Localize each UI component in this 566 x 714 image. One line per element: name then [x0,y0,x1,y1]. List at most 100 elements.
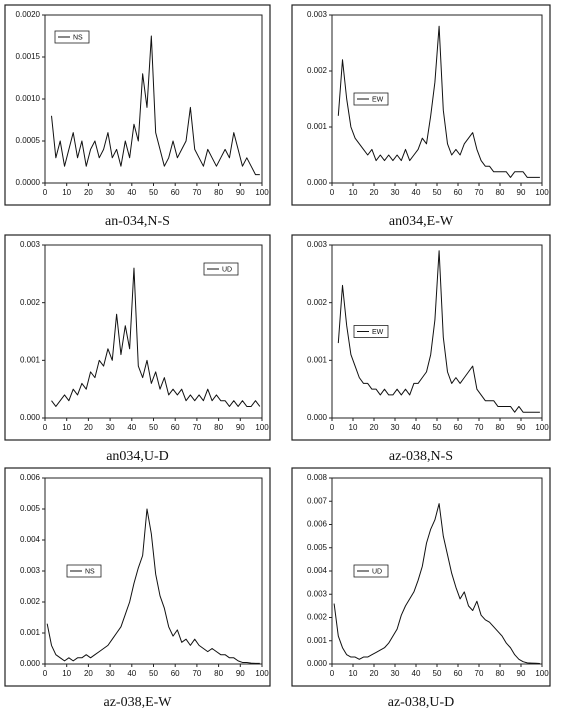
legend-label: UD [222,266,232,273]
y-tick-label: 0.002 [20,298,41,307]
chart-caption: an034,E-W [389,214,454,229]
y-tick-label: 0.005 [20,504,41,513]
x-tick-label: 30 [391,188,400,197]
x-tick-label: 70 [192,423,201,432]
x-tick-label: 30 [391,669,400,678]
x-tick-label: 90 [517,669,526,678]
y-tick-label: 0.0005 [16,136,41,145]
panel-frame [291,234,551,441]
x-tick-label: 20 [84,188,93,197]
panel-frame [291,467,551,687]
x-tick-label: 10 [349,669,358,678]
x-tick-label: 0 [330,669,335,678]
y-tick-label: 0.001 [20,628,41,637]
legend-box [353,564,389,578]
x-tick-label: 20 [370,188,379,197]
y-tick-label: 0.001 [307,122,328,131]
x-tick-label: 50 [149,188,158,197]
y-tick-label: 0.003 [307,589,328,598]
x-tick-label: 10 [62,188,71,197]
y-tick-label: 0.003 [307,10,328,19]
x-tick-label: 40 [412,188,421,197]
spectrum-line [337,250,540,413]
y-tick-label: 0.002 [307,613,328,622]
x-tick-label: 10 [62,423,71,432]
panel-frame [4,467,271,687]
y-tick-label: 0.002 [307,298,328,307]
x-tick-label: 30 [106,423,115,432]
chart-caption: an034,U-D [106,449,169,464]
x-tick-label: 100 [535,669,549,678]
x-tick-label: 90 [517,423,526,432]
y-tick-label: 0.000 [307,178,328,187]
y-tick-label: 0.004 [20,535,41,544]
x-tick-label: 0 [43,669,48,678]
x-tick-label: 40 [127,423,136,432]
x-tick-label: 50 [433,423,442,432]
chart-caption: az-038,N-S [389,449,453,464]
y-tick-label: 0.002 [307,66,328,75]
y-tick-label: 0.008 [307,473,328,482]
x-tick-label: 60 [171,423,180,432]
y-tick-label: 0.0015 [16,52,41,61]
x-tick-label: 70 [192,188,201,197]
y-tick-label: 0.001 [307,355,328,364]
legend-box [353,325,389,338]
y-tick-label: 0.002 [20,597,41,606]
y-tick-label: 0.006 [20,473,41,482]
y-tick-label: 0.001 [20,355,41,364]
x-tick-label: 60 [454,423,463,432]
y-tick-label: 0.0000 [16,178,41,187]
x-tick-label: 40 [412,669,421,678]
spectrum-line [337,25,540,178]
y-tick-label: 0.000 [307,413,328,422]
x-tick-label: 100 [255,188,269,197]
legend-label: NS [85,568,95,575]
x-tick-label: 60 [454,188,463,197]
x-tick-label: 20 [84,669,93,678]
x-tick-label: 80 [496,188,505,197]
x-tick-label: 0 [43,188,48,197]
legend-box [353,92,389,106]
chart-caption: az-038,U-D [388,695,454,710]
x-tick-label: 80 [496,423,505,432]
y-tick-label: 0.003 [20,240,41,249]
y-tick-label: 0.007 [307,496,328,505]
x-tick-label: 80 [496,669,505,678]
y-tick-label: 0.000 [20,659,41,668]
x-tick-label: 0 [330,188,335,197]
chart-caption: an-034,N-S [105,214,170,229]
legend-label: EW [372,96,384,103]
x-tick-label: 100 [535,188,549,197]
y-tick-label: 0.003 [20,566,41,575]
x-tick-label: 40 [412,423,421,432]
x-tick-label: 20 [370,669,379,678]
y-tick-label: 0.001 [307,636,328,645]
spectrum-line [51,35,260,176]
x-tick-label: 100 [535,423,549,432]
spectrum-line [333,503,540,665]
x-tick-label: 10 [349,188,358,197]
y-tick-label: 0.000 [307,659,328,668]
y-tick-label: 0.005 [307,543,328,552]
x-tick-label: 50 [149,423,158,432]
x-tick-label: 20 [84,423,93,432]
y-tick-label: 0.004 [307,566,328,575]
panel-frame [4,234,271,441]
y-tick-label: 0.0010 [16,94,41,103]
x-tick-label: 80 [214,188,223,197]
x-tick-label: 70 [475,188,484,197]
x-tick-label: 90 [236,669,245,678]
x-tick-label: 90 [517,188,526,197]
x-tick-label: 90 [236,188,245,197]
x-tick-label: 50 [433,188,442,197]
y-tick-label: 0.000 [20,413,41,422]
panel-frame [291,4,551,206]
x-tick-label: 30 [391,423,400,432]
legend-label: NS [73,34,83,41]
y-tick-label: 0.003 [307,240,328,249]
legend-label: UD [372,568,382,575]
legend-label: EW [372,329,384,336]
legend-box [203,262,239,276]
